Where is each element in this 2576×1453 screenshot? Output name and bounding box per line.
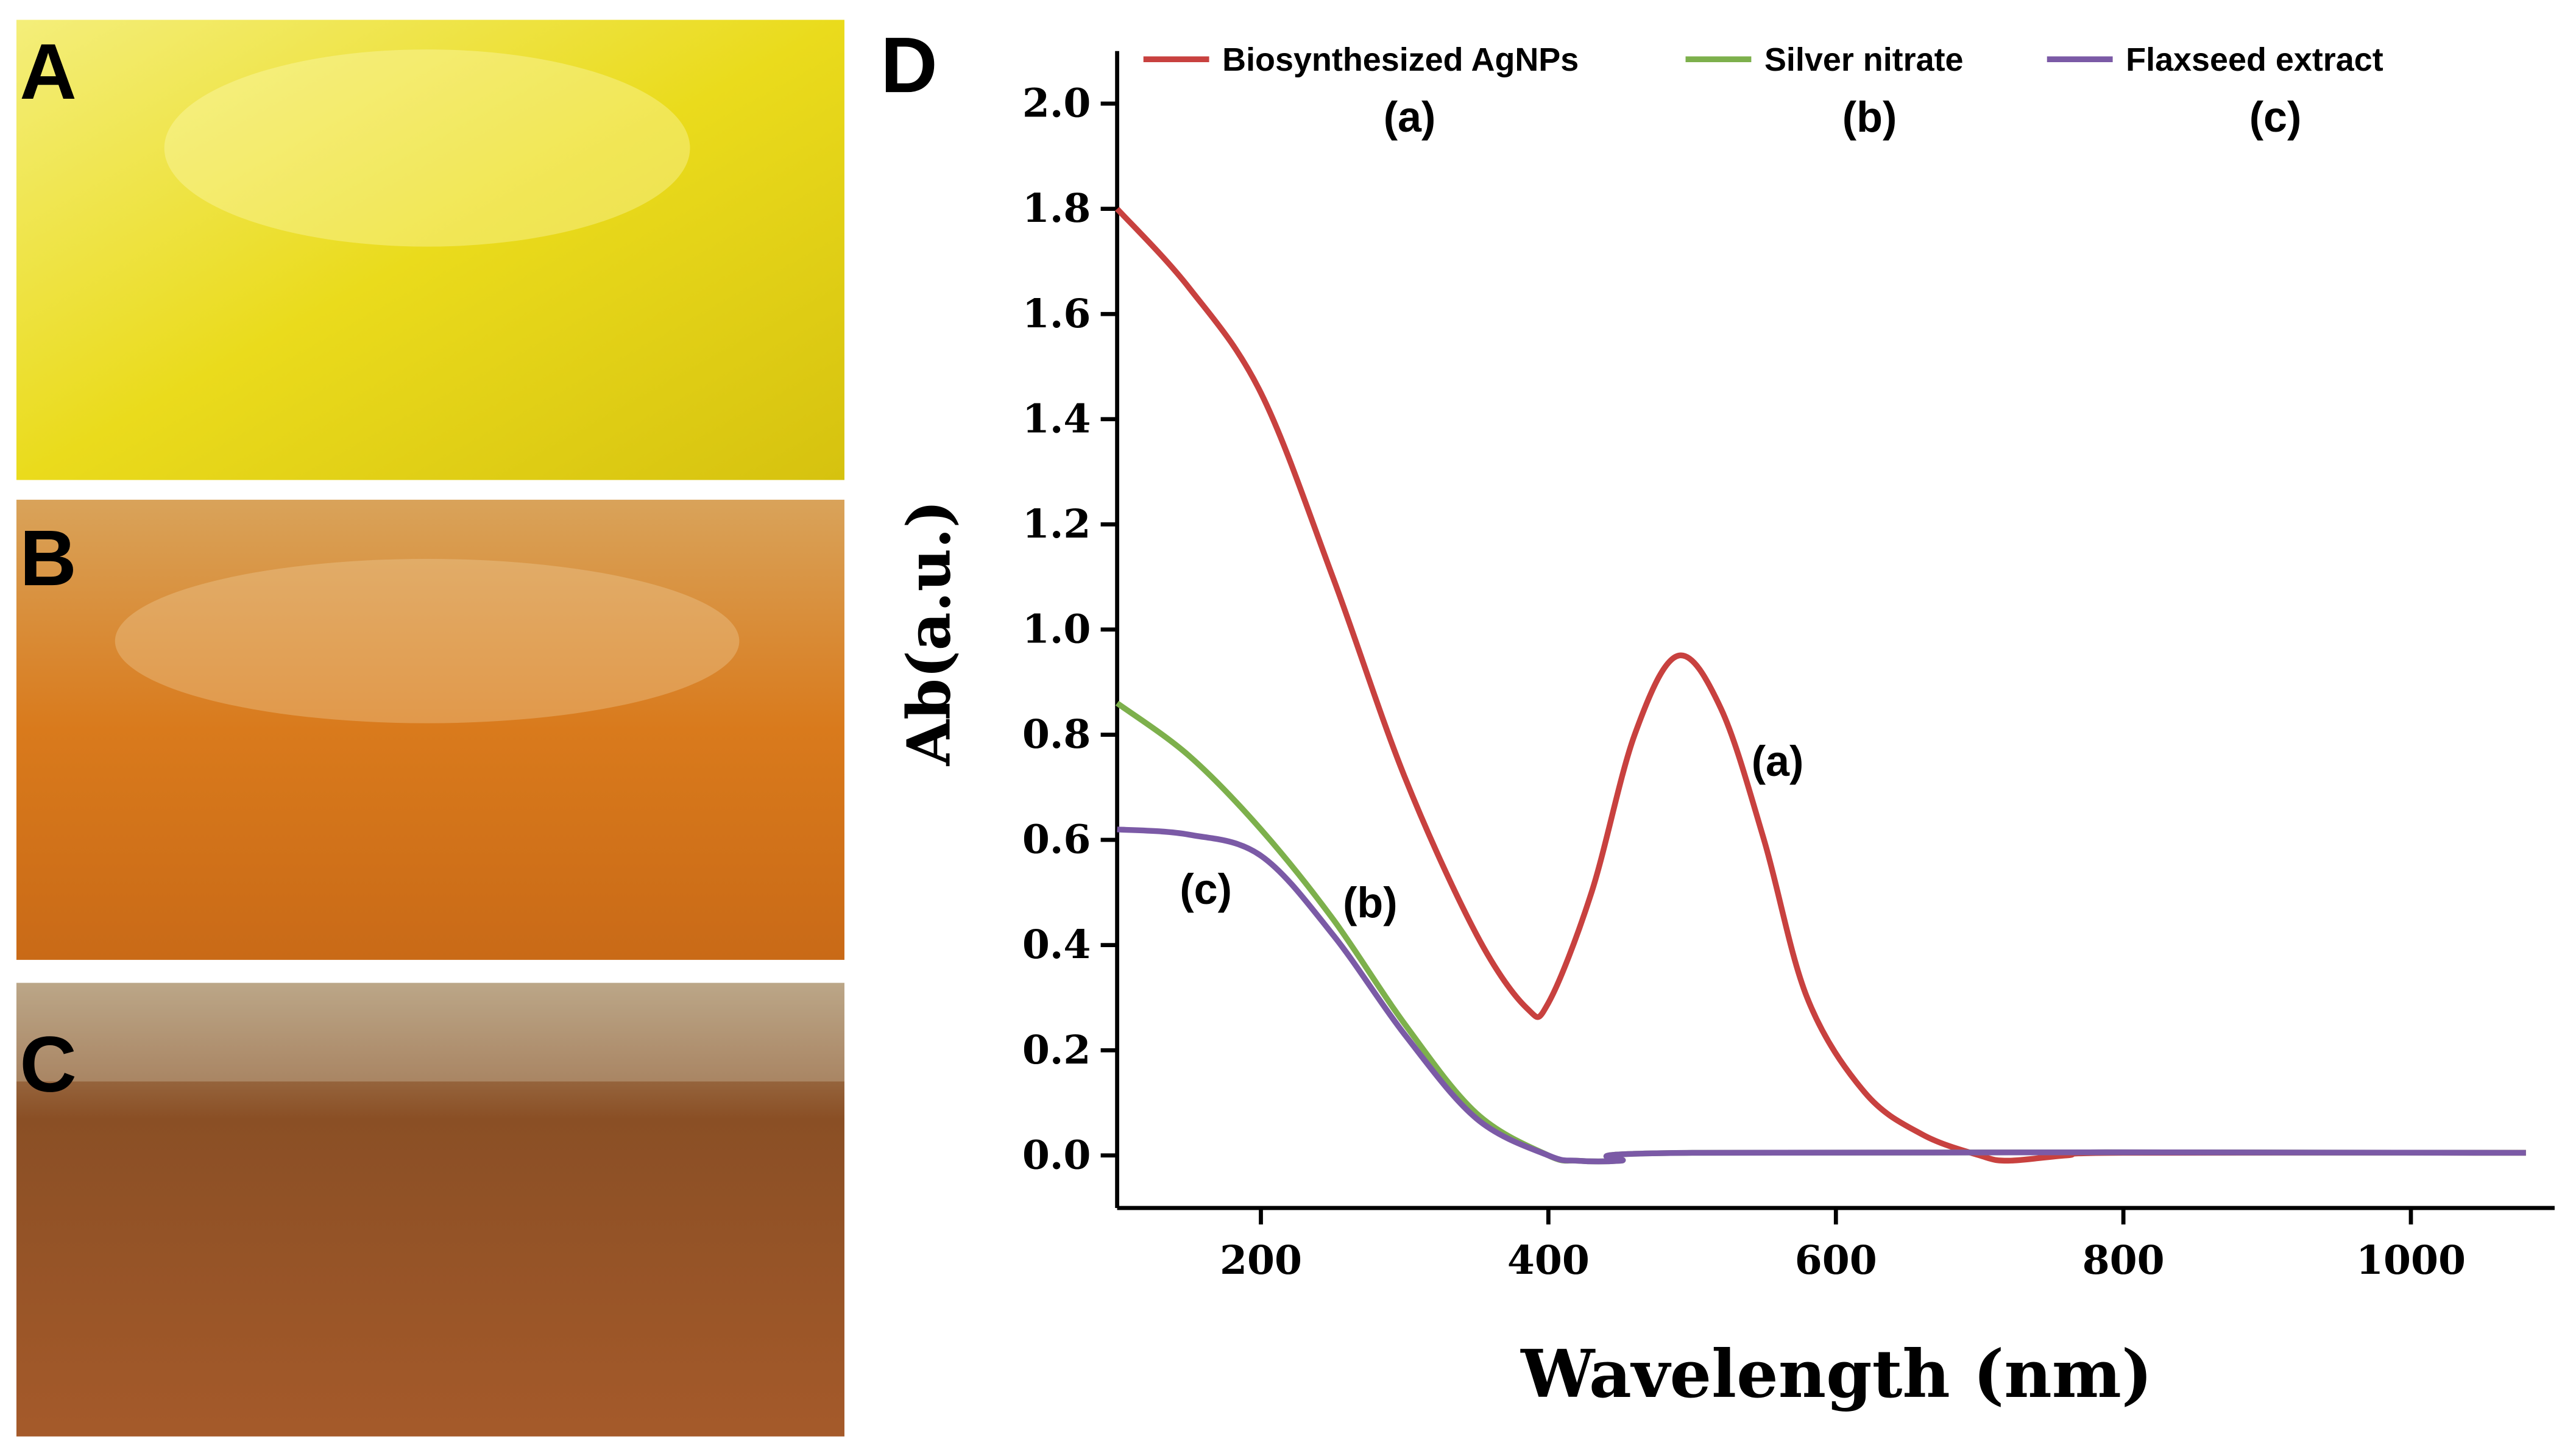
photo bbox=[16, 982, 844, 1437]
x-tick-label: 800 bbox=[2082, 1237, 2165, 1284]
annotation: (b) bbox=[1343, 879, 1398, 926]
panel-label: D bbox=[880, 21, 937, 109]
legend-tag: (b) bbox=[1842, 93, 1897, 141]
y-tick-label: 1.4 bbox=[1022, 396, 1091, 442]
legend-tag: (a) bbox=[1384, 93, 1436, 141]
y-tick-label: 0.8 bbox=[1022, 711, 1091, 758]
series-line bbox=[1117, 826, 2526, 1165]
legend-label: Biosynthesized AgNPs bbox=[1222, 41, 1579, 78]
y-axis-label: Ab(a.u.) bbox=[894, 500, 964, 766]
photo bbox=[16, 499, 844, 960]
y-tick-label: 2.0 bbox=[1022, 80, 1091, 127]
x-tick-label: 400 bbox=[1507, 1237, 1590, 1284]
legend-label: Silver nitrate bbox=[1764, 41, 1964, 78]
y-tick-label: 0.4 bbox=[1022, 922, 1091, 968]
y-tick-label: 0.0 bbox=[1022, 1132, 1091, 1178]
photo bbox=[16, 20, 844, 480]
annotation: (c) bbox=[1180, 865, 1232, 913]
panel-label: C bbox=[19, 1021, 76, 1109]
x-tick-label: 600 bbox=[1795, 1237, 1877, 1284]
x-tick-label: 200 bbox=[1220, 1237, 1302, 1284]
photo-glare bbox=[16, 982, 844, 1082]
annotation: (a) bbox=[1752, 737, 1804, 785]
legend-label: Flaxseed extract bbox=[2126, 41, 2383, 78]
y-tick-label: 0.2 bbox=[1022, 1027, 1091, 1073]
legend-tag: (c) bbox=[2249, 93, 2302, 141]
y-tick-label: 0.6 bbox=[1022, 817, 1091, 863]
x-axis-label: Wavelength (nm) bbox=[1520, 1336, 2153, 1413]
photo-glare bbox=[115, 558, 740, 723]
panel-label: A bbox=[19, 28, 76, 116]
series-line bbox=[1115, 207, 2526, 1164]
y-tick-label: 1.8 bbox=[1022, 185, 1091, 232]
y-tick-label: 1.6 bbox=[1022, 291, 1091, 337]
y-tick-label: 1.0 bbox=[1022, 606, 1091, 652]
x-tick-label: 1000 bbox=[2356, 1237, 2466, 1284]
y-tick-label: 1.2 bbox=[1022, 501, 1091, 547]
panel-label: B bbox=[19, 514, 76, 602]
photo-glare bbox=[164, 49, 690, 247]
